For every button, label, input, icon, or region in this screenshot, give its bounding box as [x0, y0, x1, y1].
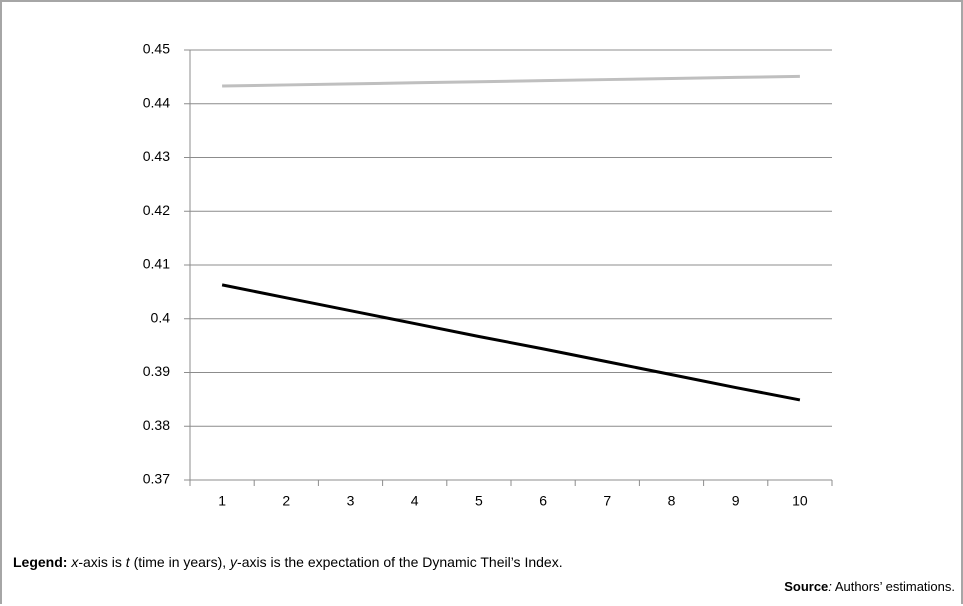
chart: 0.37 0.38 0.39 0.4 0.41 0.42 0.43 0.44 0.45 1 2 3 4 5… — [143, 41, 833, 509]
y-tick-label: 0.42 — [143, 202, 170, 218]
legend-text: -axis is — [78, 554, 126, 570]
legend-text: -axis is the expectation of the Dynamic … — [237, 554, 563, 570]
x-tick-label: 8 — [668, 493, 676, 509]
legend-text: (time in years), — [129, 554, 231, 570]
x-tick-label: 6 — [539, 493, 547, 509]
y-tick-label: 0.44 — [143, 94, 170, 110]
legend-t: t — [125, 554, 130, 570]
source-text: Authors’ estimations. — [831, 579, 955, 594]
legend-note: Legend: x-axis is t (time in years), y-a… — [13, 554, 563, 570]
y-tick-label: 0.43 — [143, 148, 170, 164]
legend-y: y — [230, 554, 238, 570]
source-label: Source — [784, 579, 829, 594]
x-tick-label: 3 — [347, 493, 355, 509]
source-note: Source: Authors’ estimations. — [784, 579, 955, 594]
y-tick-label: 0.39 — [143, 363, 170, 379]
y-tick-label: 0.41 — [143, 256, 170, 272]
x-tick-label: 10 — [792, 493, 808, 509]
x-tick-label: 4 — [411, 493, 419, 509]
line-series — [221, 283, 801, 402]
y-tick-label: 0.37 — [143, 471, 170, 487]
source-colon: : — [828, 579, 832, 594]
y-tick-label: 0.45 — [143, 41, 170, 57]
x-tick-label: 5 — [475, 493, 483, 509]
line-series — [222, 74, 800, 88]
legend-x: x — [71, 554, 79, 570]
x-tick-label: 2 — [282, 493, 290, 509]
x-tick-label: 7 — [603, 493, 611, 509]
legend-label: Legend: — [13, 554, 68, 570]
y-tick-label: 0.38 — [143, 417, 170, 433]
y-tick-label: 0.4 — [151, 309, 171, 325]
x-tick-label: 9 — [732, 493, 740, 509]
x-tick-label: 1 — [218, 493, 226, 509]
